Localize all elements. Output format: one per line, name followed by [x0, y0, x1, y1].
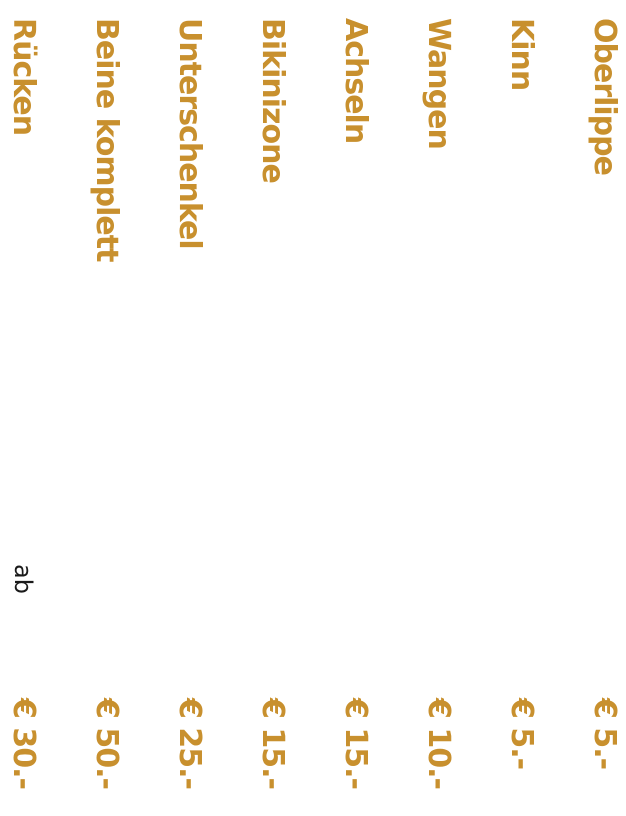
price-prefix-ab: ab — [9, 564, 37, 594]
price-row-unterschenkel: Unterschenkel € 25.- — [169, 0, 209, 816]
item-price: € 30.- — [6, 698, 41, 789]
price-row-oberlippe: Oberlippe € 5.- — [584, 0, 624, 816]
item-price: € 15.- — [338, 698, 373, 789]
item-name: Unterschenkel — [172, 18, 207, 249]
item-name: Achseln — [338, 18, 373, 144]
item-name: Oberlippe — [587, 18, 622, 175]
price-row-wangen: Wangen € 10.- — [418, 0, 458, 816]
price-row-bikinizone: Bikinizone € 15.- — [252, 0, 292, 816]
item-price: € 5.- — [504, 698, 539, 770]
price-row-beine-komplett: Beine komplett € 50.- — [86, 0, 126, 816]
item-name: Beine komplett — [89, 18, 124, 262]
price-row-ruecken: Rücken ab € 30.- — [3, 0, 43, 816]
item-price: € 10.- — [421, 698, 456, 789]
item-name: Wangen — [421, 18, 456, 149]
price-row-achseln: Achseln € 15.- — [335, 0, 375, 816]
item-price: € 5.- — [587, 698, 622, 770]
item-price: € 15.- — [255, 698, 290, 789]
item-name: Rücken — [6, 18, 41, 136]
price-row-kinn: Kinn € 5.- — [501, 0, 541, 816]
item-price: € 25.- — [172, 698, 207, 789]
item-price: € 50.- — [89, 698, 124, 789]
item-name: Kinn — [504, 18, 539, 91]
item-name: Bikinizone — [255, 18, 290, 183]
